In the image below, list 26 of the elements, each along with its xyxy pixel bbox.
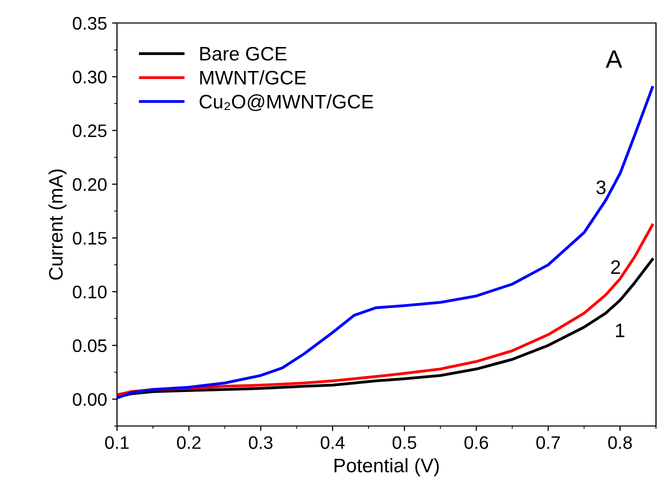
y-axis-title: Current (mA)	[48, 170, 67, 280]
annotation: 3	[596, 180, 606, 194]
legend-label: MWNT/GCE	[200, 70, 306, 85]
x-tick-label: 0.3	[248, 436, 272, 449]
x-axis-title: Potential (V)	[334, 458, 439, 476]
x-tick-label: 0.6	[464, 436, 488, 449]
line-series	[117, 86, 654, 400]
annotation: 1	[616, 324, 624, 338]
annotation: A	[606, 50, 622, 68]
y-tick-label: 0.25	[72, 124, 107, 138]
legend-label: Bare GCE	[200, 46, 286, 61]
annotation: 2	[611, 260, 620, 274]
x-tick-label: 0.5	[392, 436, 416, 449]
x-tick-label: 0.8	[608, 436, 632, 449]
y-tick-label: 0.00	[72, 393, 107, 406]
y-tick-label: 0.15	[72, 232, 107, 245]
y-tick-label: 0.30	[72, 70, 107, 84]
x-tick-label: 0.1	[105, 436, 129, 449]
y-tick-label: 0.10	[72, 286, 107, 298]
y-tick-label: 0.05	[72, 339, 107, 352]
x-tick-label: 0.4	[320, 436, 345, 449]
x-tick-label: 0.2	[177, 436, 201, 449]
legend-label: Cu₂O@MWNT/GCE	[200, 94, 374, 112]
y-tick-label: 0.35	[72, 16, 107, 30]
x-tick-label: 0.7	[536, 436, 560, 449]
y-tick-label: 0.20	[72, 178, 107, 191]
